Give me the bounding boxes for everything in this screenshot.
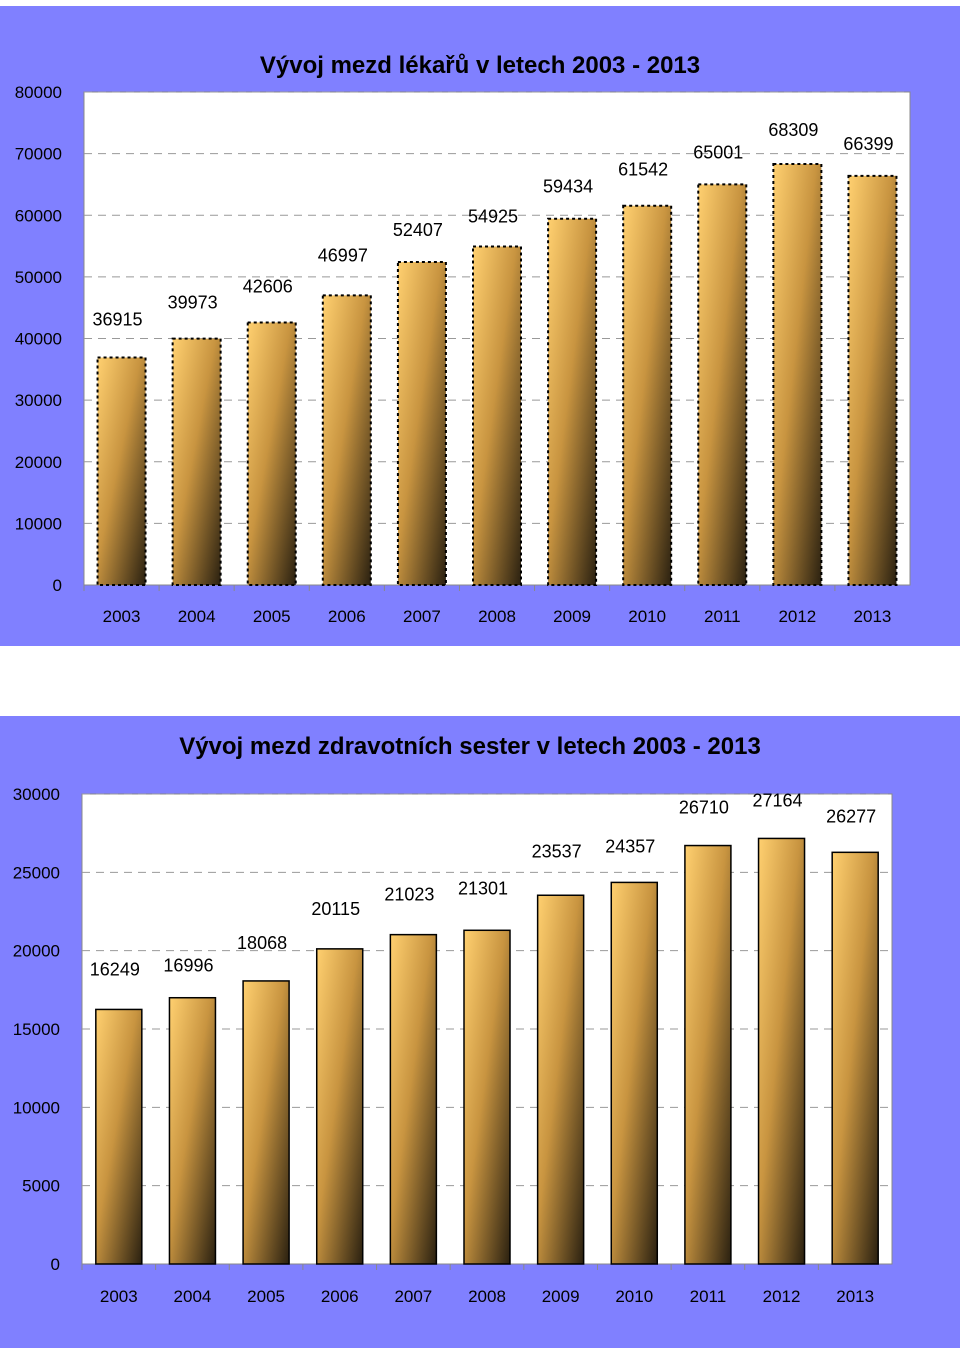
y-tick-label-doctors: 20000 (15, 453, 62, 472)
chart-title-nurses: Vývoj mezd zdravotních sester v letech 2… (179, 733, 761, 760)
x-tick-label-doctors: 2008 (478, 607, 516, 626)
bar-nurses (168, 996, 217, 1265)
x-tick-label-doctors: 2010 (628, 607, 666, 626)
bar-doctors (171, 337, 222, 586)
bar-nurses (610, 881, 659, 1265)
data-label-nurses: 26710 (679, 798, 729, 818)
bar-nurses (389, 933, 438, 1265)
y-tick-label-doctors: 0 (53, 576, 62, 595)
x-tick-label-doctors: 2004 (178, 607, 216, 626)
data-label-nurses: 16249 (90, 959, 140, 979)
y-tick-label-doctors: 60000 (15, 206, 62, 225)
data-label-doctors: 66399 (843, 134, 893, 154)
x-tick-label-nurses: 2010 (615, 1287, 653, 1306)
y-tick-label-nurses: 10000 (13, 1098, 60, 1117)
x-tick-label-nurses: 2006 (321, 1287, 359, 1306)
data-label-nurses: 24357 (605, 836, 655, 856)
x-tick-label-nurses: 2008 (468, 1287, 506, 1306)
chart-title-doctors: Vývoj mezd lékařů v letech 2003 - 2013 (260, 52, 700, 79)
bar-doctors (246, 321, 297, 586)
x-tick-label-doctors: 2007 (403, 607, 441, 626)
x-tick-label-nurses: 2005 (247, 1287, 285, 1306)
y-tick-label-doctors: 50000 (15, 268, 62, 287)
x-tick-label-nurses: 2013 (836, 1287, 874, 1306)
y-tick-label-doctors: 30000 (15, 391, 62, 410)
data-label-nurses: 26277 (826, 806, 876, 826)
x-tick-label-doctors: 2009 (553, 607, 591, 626)
bar-doctors (772, 163, 823, 587)
bar-doctors (697, 183, 748, 586)
x-tick-label-doctors: 2006 (328, 607, 366, 626)
bar-nurses (831, 851, 879, 1265)
bar-nurses (315, 948, 364, 1265)
y-tick-label-nurses: 15000 (13, 1020, 60, 1039)
x-tick-label-nurses: 2012 (763, 1287, 801, 1306)
x-tick-label-doctors: 2011 (704, 607, 741, 626)
x-tick-label-nurses: 2009 (542, 1287, 580, 1306)
bar-doctors (622, 204, 673, 586)
x-tick-label-doctors: 2013 (854, 607, 892, 626)
bar-nurses (242, 980, 290, 1265)
bar-doctors (321, 294, 372, 586)
y-tick-label-doctors: 40000 (15, 330, 62, 349)
bar-doctors (472, 245, 522, 586)
bar-doctors (396, 261, 447, 586)
x-tick-label-nurses: 2007 (394, 1287, 432, 1306)
y-tick-label-doctors: 80000 (15, 83, 62, 102)
y-tick-label-doctors: 10000 (15, 514, 62, 533)
data-label-nurses: 20115 (311, 899, 360, 919)
data-label-nurses: 21301 (458, 878, 508, 898)
bar-doctors (847, 174, 898, 586)
y-tick-label-nurses: 5000 (22, 1177, 60, 1196)
x-tick-label-nurses: 2003 (100, 1287, 138, 1306)
bar-nurses (463, 929, 511, 1265)
y-tick-label-doctors: 70000 (15, 145, 62, 164)
y-tick-label-nurses: 25000 (13, 863, 60, 882)
bar-nurses (757, 837, 806, 1265)
bar-nurses (684, 844, 732, 1265)
data-label-doctors: 65001 (693, 142, 743, 162)
bar-nurses (536, 894, 585, 1265)
data-label-nurses: 27164 (753, 790, 803, 810)
data-label-doctors: 59434 (543, 177, 593, 197)
data-label-nurses: 23537 (532, 841, 582, 861)
data-label-nurses: 16996 (163, 956, 213, 976)
data-label-doctors: 36915 (93, 310, 143, 330)
y-tick-label-nurses: 0 (51, 1255, 60, 1274)
bar-nurses (95, 1008, 143, 1265)
data-label-nurses: 18068 (237, 933, 287, 953)
data-label-nurses: 21023 (384, 885, 434, 905)
x-tick-label-doctors: 2003 (103, 607, 141, 626)
x-tick-label-nurses: 2004 (174, 1287, 212, 1306)
x-tick-label-nurses: 2011 (690, 1287, 727, 1306)
data-label-doctors: 52407 (393, 220, 443, 240)
bar-doctors (547, 217, 598, 586)
data-label-doctors: 54925 (468, 207, 518, 227)
data-label-doctors: 39973 (168, 293, 218, 313)
y-tick-label-nurses: 30000 (13, 785, 60, 804)
y-tick-label-nurses: 20000 (13, 942, 60, 961)
data-label-doctors: 68309 (768, 120, 818, 140)
bar-doctors (96, 356, 147, 587)
data-label-doctors: 61542 (618, 160, 668, 180)
x-tick-label-doctors: 2005 (253, 607, 291, 626)
data-label-doctors: 42606 (243, 276, 293, 296)
data-label-doctors: 46997 (318, 245, 368, 265)
x-tick-label-doctors: 2012 (778, 607, 816, 626)
